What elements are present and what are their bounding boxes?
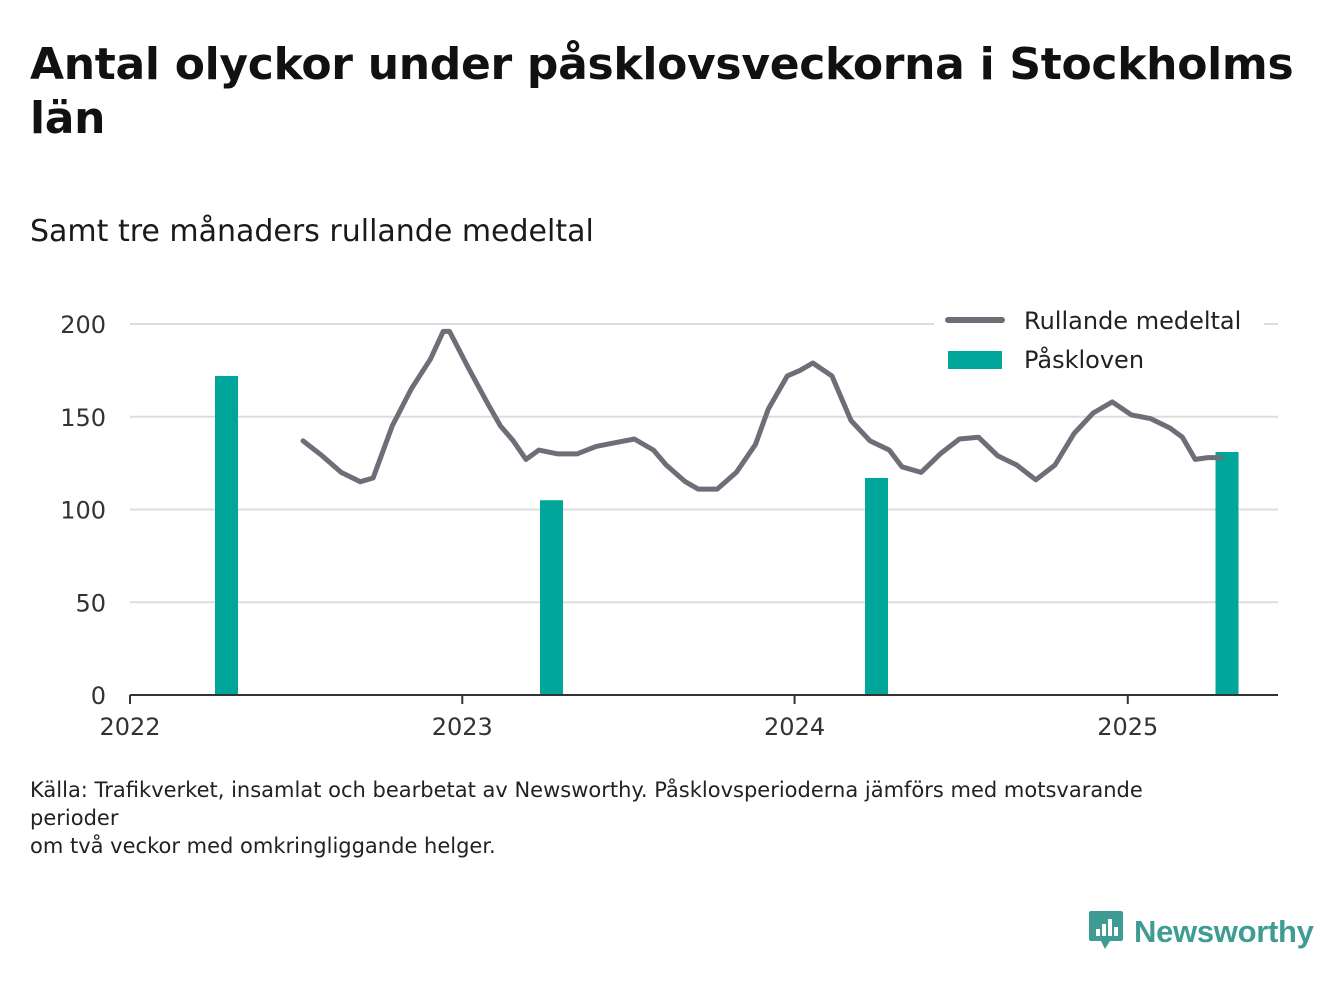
- legend-label-line: Rullande medeltal: [1024, 307, 1241, 335]
- chart-title: Antal olyckor under påsklovsveckorna i S…: [30, 39, 1294, 144]
- source-note: Källa: Trafikverket, insamlat och bearbe…: [30, 776, 1230, 860]
- x-axis: 2022 2023 2024 2025: [99, 694, 1278, 741]
- bar: [1215, 451, 1239, 695]
- x-tick-label: 2023: [432, 713, 493, 741]
- legend: Rullande medeltal Påskloven: [934, 302, 1264, 384]
- chart-subtitle: Samt tre månaders rullande medeltal: [30, 214, 594, 249]
- x-tick-label: 2022: [99, 713, 160, 741]
- y-axis-ticks: 0 50 100 150 200: [60, 311, 106, 710]
- y-tick-label: 150: [60, 404, 106, 432]
- source-line: Källa: Trafikverket, insamlat och bearbe…: [30, 778, 1143, 830]
- source-line: om två veckor med omkringliggande helger…: [30, 834, 496, 858]
- bar: [215, 375, 239, 695]
- x-tick-label: 2025: [1097, 713, 1158, 741]
- x-tick-label: 2024: [764, 713, 825, 741]
- y-tick-label: 200: [60, 311, 106, 339]
- legend-background: [934, 302, 1264, 384]
- y-tick-label: 50: [75, 589, 106, 617]
- legend-bar-swatch: [948, 351, 1002, 369]
- brand-logo: Newsworthy: [1088, 910, 1314, 954]
- y-tick-label: 0: [91, 682, 106, 710]
- bar: [540, 500, 564, 695]
- y-tick-label: 100: [60, 497, 106, 525]
- bar-series: [215, 375, 1239, 695]
- rolling-average-line: [300, 328, 1224, 492]
- bar: [865, 477, 889, 695]
- line-bar-chart: 0 50 100 150 200 2022 2023 2024 2025 Rullande m…: [60, 302, 1278, 741]
- brand-name: Newsworthy: [1134, 914, 1314, 949]
- newsworthy-logo-icon: [1088, 909, 1124, 955]
- legend-label-bar: Påskloven: [1024, 345, 1144, 374]
- line-series: [300, 328, 1224, 492]
